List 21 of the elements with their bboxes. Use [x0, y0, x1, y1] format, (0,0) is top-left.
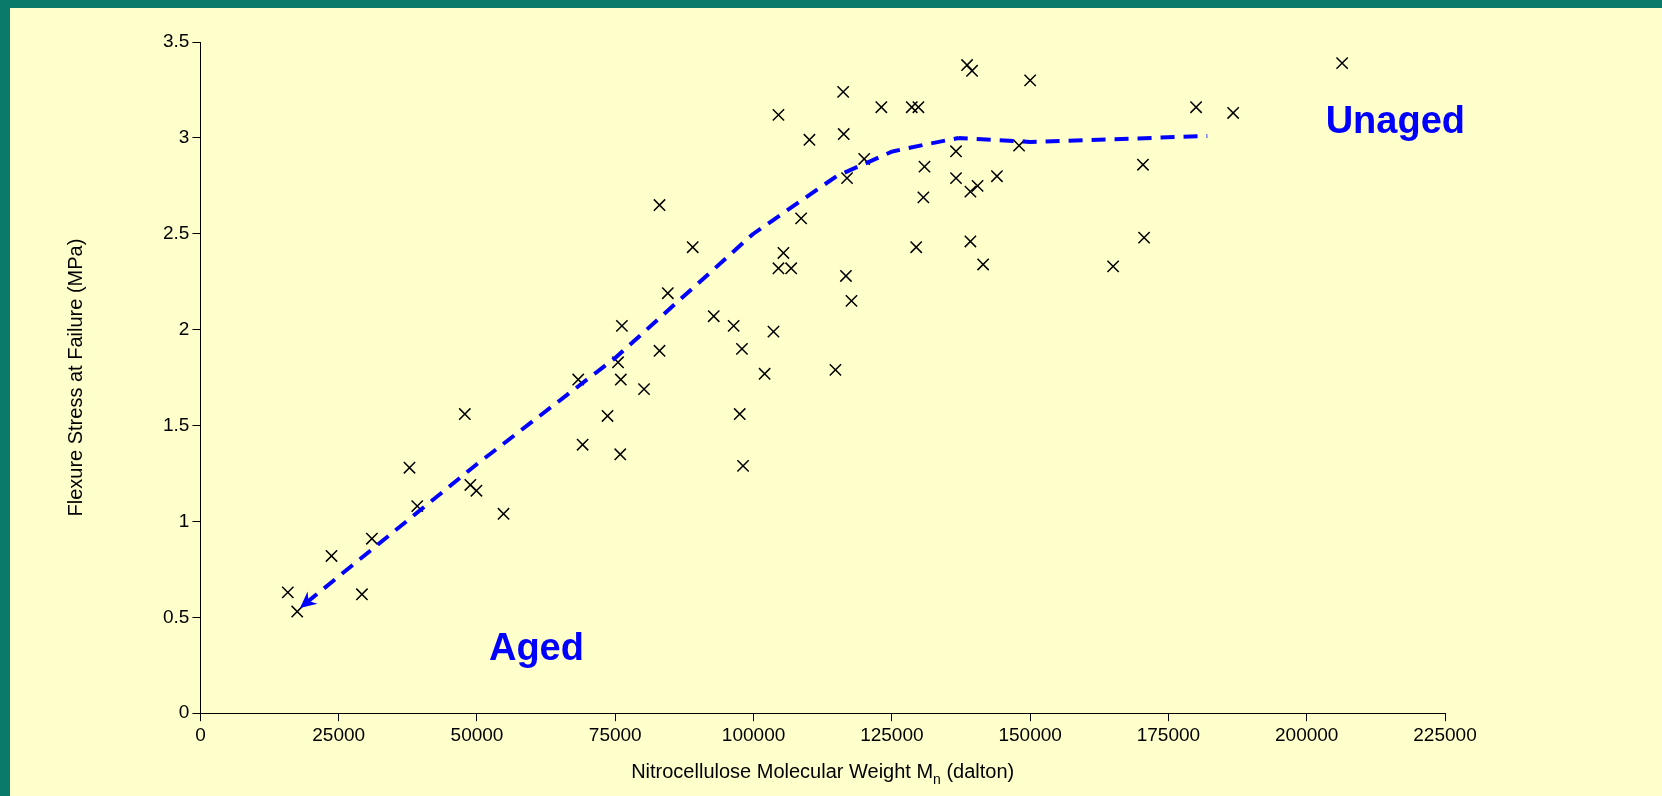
y-tick-label: 3.5 — [162, 30, 190, 52]
x-tick-label: 200000 — [1275, 723, 1339, 745]
x-tick-label: 175000 — [1136, 723, 1201, 745]
x-tick-label: 75000 — [588, 723, 642, 745]
y-tick-label: 1.5 — [162, 413, 190, 435]
y-axis-title: Flexure Stress at Failure (MPa) — [64, 238, 86, 517]
x-tick-label: 125000 — [860, 723, 924, 745]
y-tick-label: 2 — [178, 317, 190, 339]
x-tick-label: 50000 — [450, 723, 504, 745]
x-tick-label: 100000 — [721, 723, 786, 745]
x-tick-label: 150000 — [998, 723, 1062, 745]
annotation: Aged — [488, 625, 584, 668]
x-tick-label: 225000 — [1413, 723, 1477, 745]
y-tick-label: 3 — [178, 126, 190, 148]
x-tick-label: 0 — [195, 723, 206, 745]
y-tick-label: 1 — [178, 509, 190, 531]
y-tick-label: 0 — [178, 701, 190, 723]
y-tick-label: 0.5 — [162, 605, 190, 627]
annotation: Unaged — [1325, 99, 1465, 142]
y-tick-label: 2.5 — [162, 222, 190, 244]
x-tick-label: 25000 — [312, 723, 366, 745]
